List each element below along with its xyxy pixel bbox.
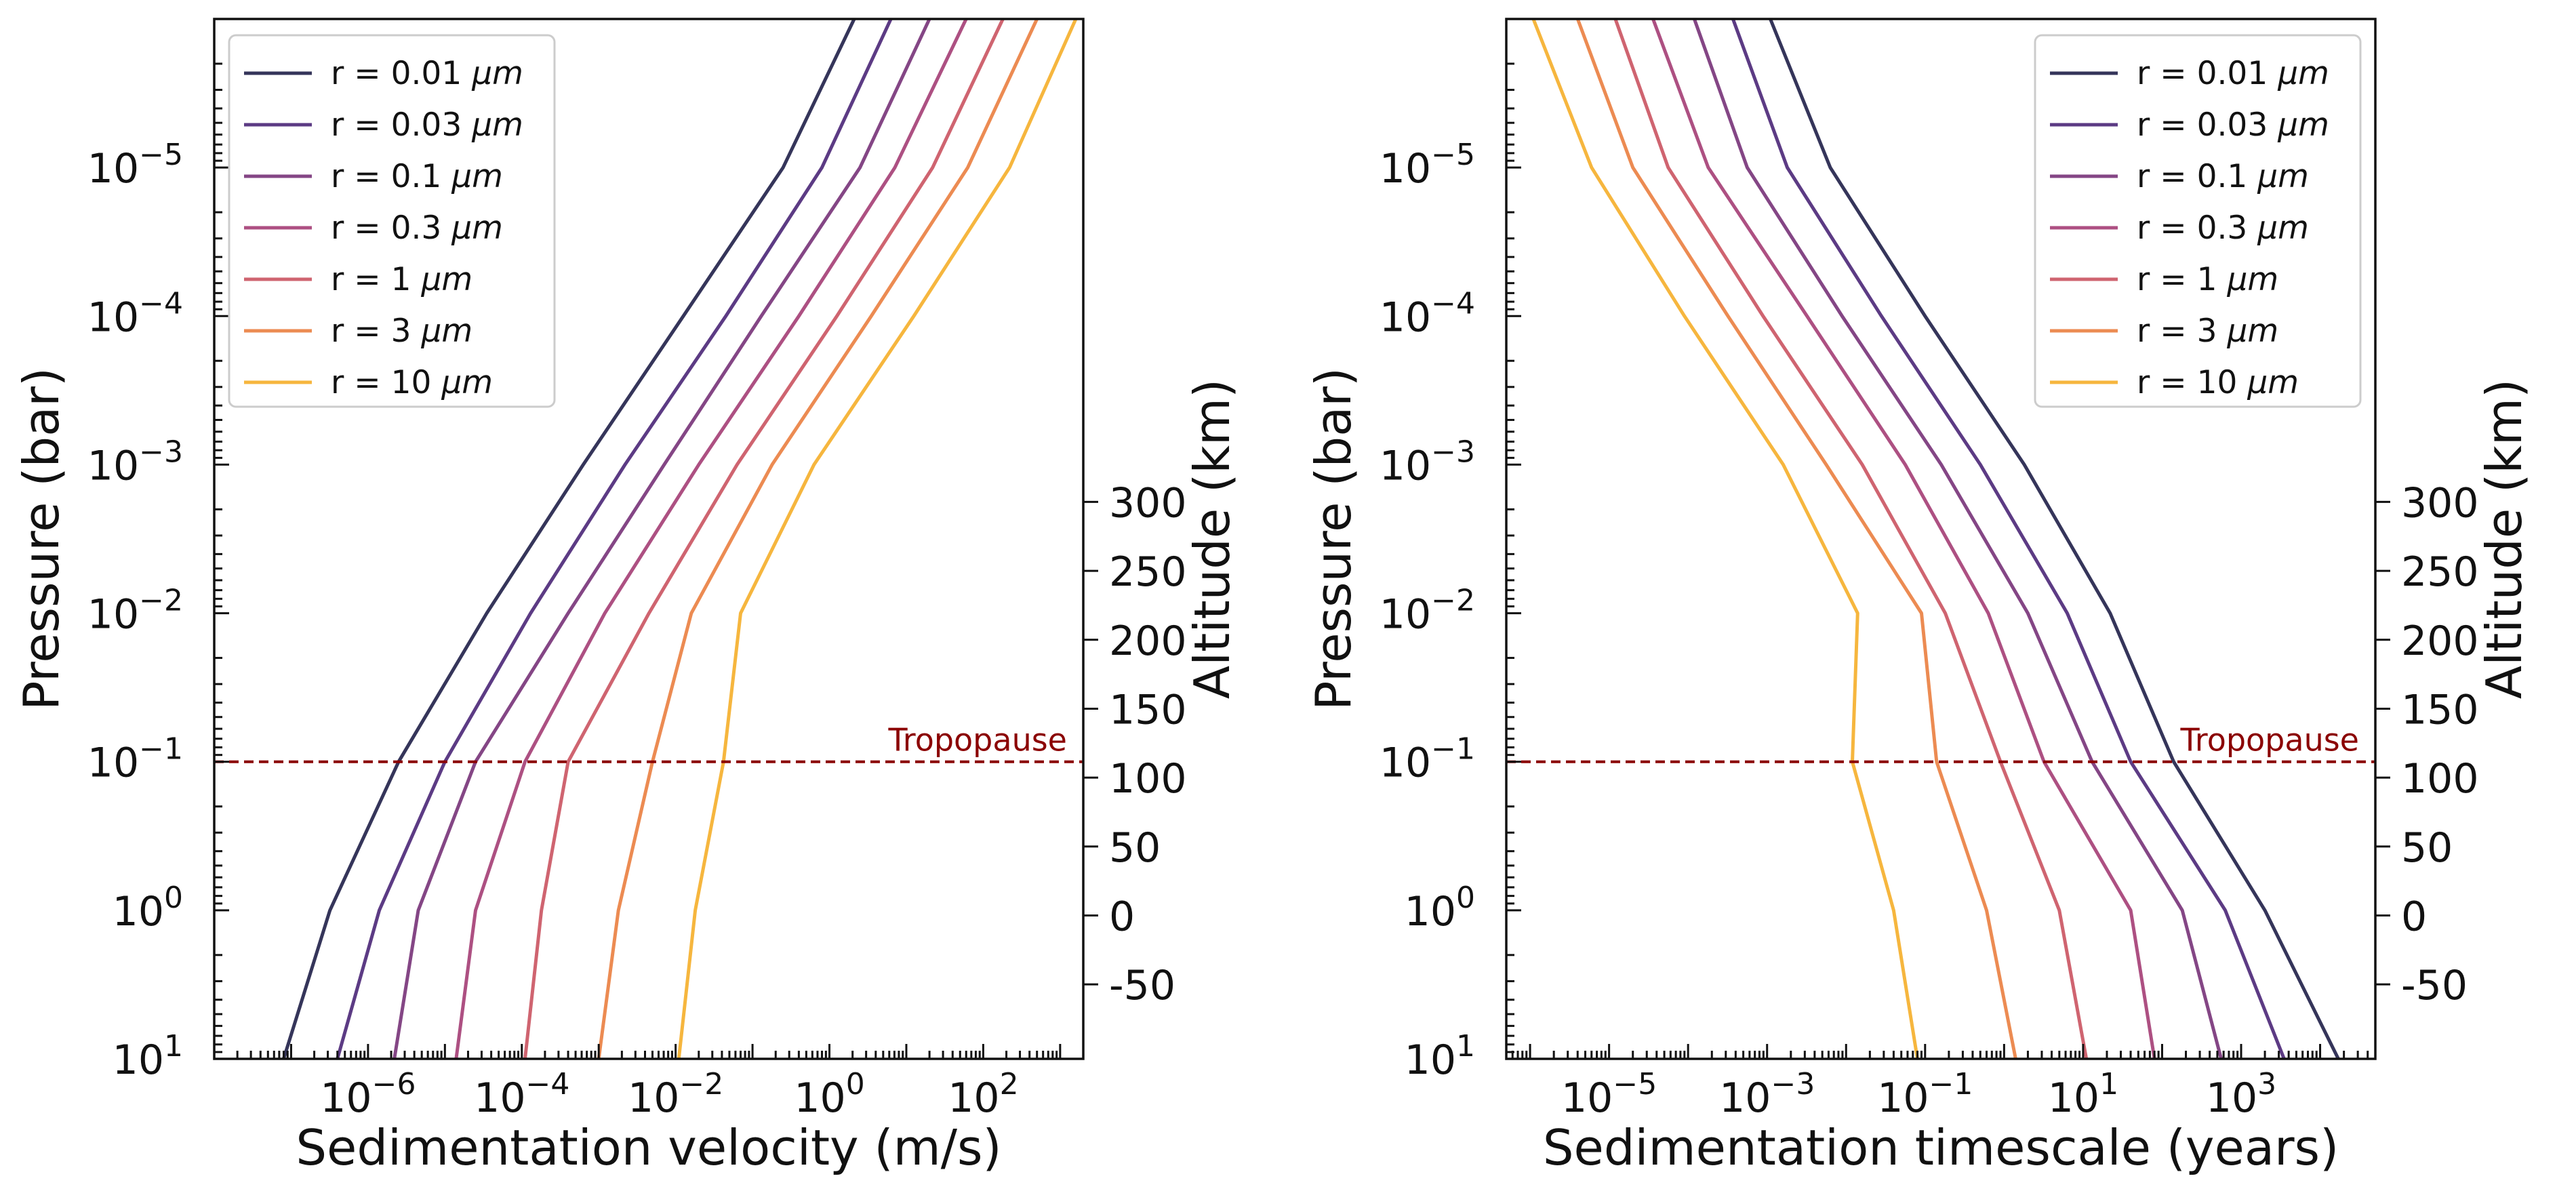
timescale-panel: Tropopause 10−5 10−3 10−1 101 103 10−5 10−4 10−3…: [1305, 18, 2533, 1176]
y-tick-label: 100: [113, 881, 183, 935]
y-tick-label: 10−4: [1380, 286, 1475, 341]
legend: r = 0.01 μm r = 0.03 μm r = 0.1 μm r = 0.3 …: [228, 34, 556, 408]
altitude-tick-label: -50: [1109, 962, 1175, 1009]
series-line-0-5: [597, 19, 1039, 1059]
y-tick-label: 100: [1405, 881, 1475, 935]
altitude-tick-label: 0: [1109, 893, 1135, 940]
y-tick-label: 10−1: [87, 732, 183, 787]
x-axis-label: Sedimentation velocity (m/s): [296, 1119, 1001, 1176]
legend-label: r = 1 μm: [2137, 261, 2278, 298]
altitude-tick-label: 50: [2401, 824, 2453, 872]
tropopause-label: Tropopause: [887, 722, 1067, 759]
legend-label: r = 3 μm: [331, 313, 472, 350]
altitude-tick-label: 50: [1109, 824, 1161, 872]
altitude-tick-label: 100: [1109, 755, 1187, 803]
series-line-1-0: [1769, 19, 2340, 1059]
legend-label: r = 0.1 μm: [331, 158, 503, 195]
velocity-panel: Tropopause 10−6 10−4 10−2 100 102 10−5 10−4 10−3…: [13, 18, 1241, 1176]
y-tick-label: 10−3: [87, 435, 183, 489]
y-tick-label: 101: [1405, 1029, 1475, 1084]
altitude-tick-label: 200: [1109, 618, 1187, 665]
legend-label: r = 0.3 μm: [2137, 209, 2309, 247]
legend: r = 0.01 μm r = 0.03 μm r = 0.1 μm r = 0.3 …: [2034, 34, 2362, 408]
x-tick-label: 101: [2048, 1067, 2118, 1122]
legend-frame: [2034, 34, 2362, 408]
series-line-0-3: [454, 19, 968, 1059]
series-line-0-4: [523, 19, 1005, 1059]
y-tick-label: 10−4: [87, 286, 183, 341]
series-line-0-2: [393, 19, 931, 1059]
plot-frame: [213, 18, 1085, 1060]
altitude-tick-label: 200: [2401, 618, 2479, 665]
series-line-1-5: [1575, 19, 2017, 1059]
altitude-axis-label: Altitude (km): [2476, 379, 2533, 699]
altitude-tick-label: 300: [1109, 479, 1187, 527]
x-tick-label: 10−1: [1877, 1067, 1973, 1122]
altitude-tick-label: 300: [2401, 479, 2479, 527]
plot-frame: [1505, 18, 2377, 1060]
x-tick-label: 10−5: [1561, 1067, 1657, 1122]
legend-label: r = 0.03 μm: [331, 106, 523, 144]
y-tick-label: 10−3: [1380, 435, 1475, 489]
legend-label: r = 0.1 μm: [2137, 158, 2309, 195]
x-tick-label: 10−4: [474, 1067, 569, 1122]
series-line-0-1: [336, 19, 893, 1059]
altitude-tick-label: 150: [2401, 686, 2479, 733]
y-tick-label: 101: [113, 1029, 183, 1084]
series-line-0-6: [677, 19, 1078, 1059]
x-tick-label: 102: [948, 1067, 1018, 1122]
series-line-0-0: [281, 19, 856, 1059]
y-tick-label: 10−1: [1380, 732, 1475, 787]
x-axis-label: Sedimentation timescale (years): [1543, 1119, 2339, 1176]
y-tick-label: 10−2: [1380, 584, 1475, 639]
x-tick-label: 103: [2206, 1067, 2276, 1122]
series-line-1-2: [1692, 19, 2223, 1059]
legend-label: r = 3 μm: [2137, 313, 2278, 350]
altitude-tick-label: -50: [2401, 962, 2468, 1009]
altitude-tick-label: 0: [2401, 893, 2427, 940]
altitude-axis-label: Altitude (km): [1184, 379, 1241, 699]
altitude-tick-label: 100: [2401, 755, 2479, 803]
y-tick-label: 10−5: [87, 138, 183, 193]
legend-label: r = 0.01 μm: [331, 55, 523, 92]
series-line-1-1: [1731, 19, 2286, 1059]
tropopause-label: Tropopause: [2179, 722, 2359, 759]
legend-label: r = 0.3 μm: [331, 209, 503, 247]
altitude-tick-label: 150: [1109, 686, 1187, 733]
x-tick-label: 10−2: [628, 1067, 723, 1122]
legend-label: r = 0.01 μm: [2137, 55, 2329, 92]
series-line-1-4: [1613, 19, 2089, 1059]
legend-label: r = 10 μm: [2137, 364, 2299, 401]
x-tick-label: 10−3: [1719, 1067, 1815, 1122]
series-line-1-6: [1531, 19, 1919, 1059]
legend-label: r = 10 μm: [331, 364, 493, 401]
legend-frame: [228, 34, 556, 408]
legend-label: r = 0.03 μm: [2137, 106, 2329, 144]
altitude-tick-label: 250: [2401, 548, 2479, 596]
x-tick-label: 100: [794, 1067, 864, 1122]
y-tick-label: 10−2: [87, 584, 183, 639]
series-line-1-3: [1651, 19, 2156, 1059]
x-tick-label: 10−6: [320, 1067, 416, 1122]
y-tick-label: 10−5: [1380, 138, 1475, 193]
legend-label: r = 1 μm: [331, 261, 472, 298]
altitude-tick-label: 250: [1109, 548, 1187, 596]
y-axis-label: Pressure (bar): [1305, 367, 1362, 710]
y-axis-label: Pressure (bar): [13, 367, 70, 710]
